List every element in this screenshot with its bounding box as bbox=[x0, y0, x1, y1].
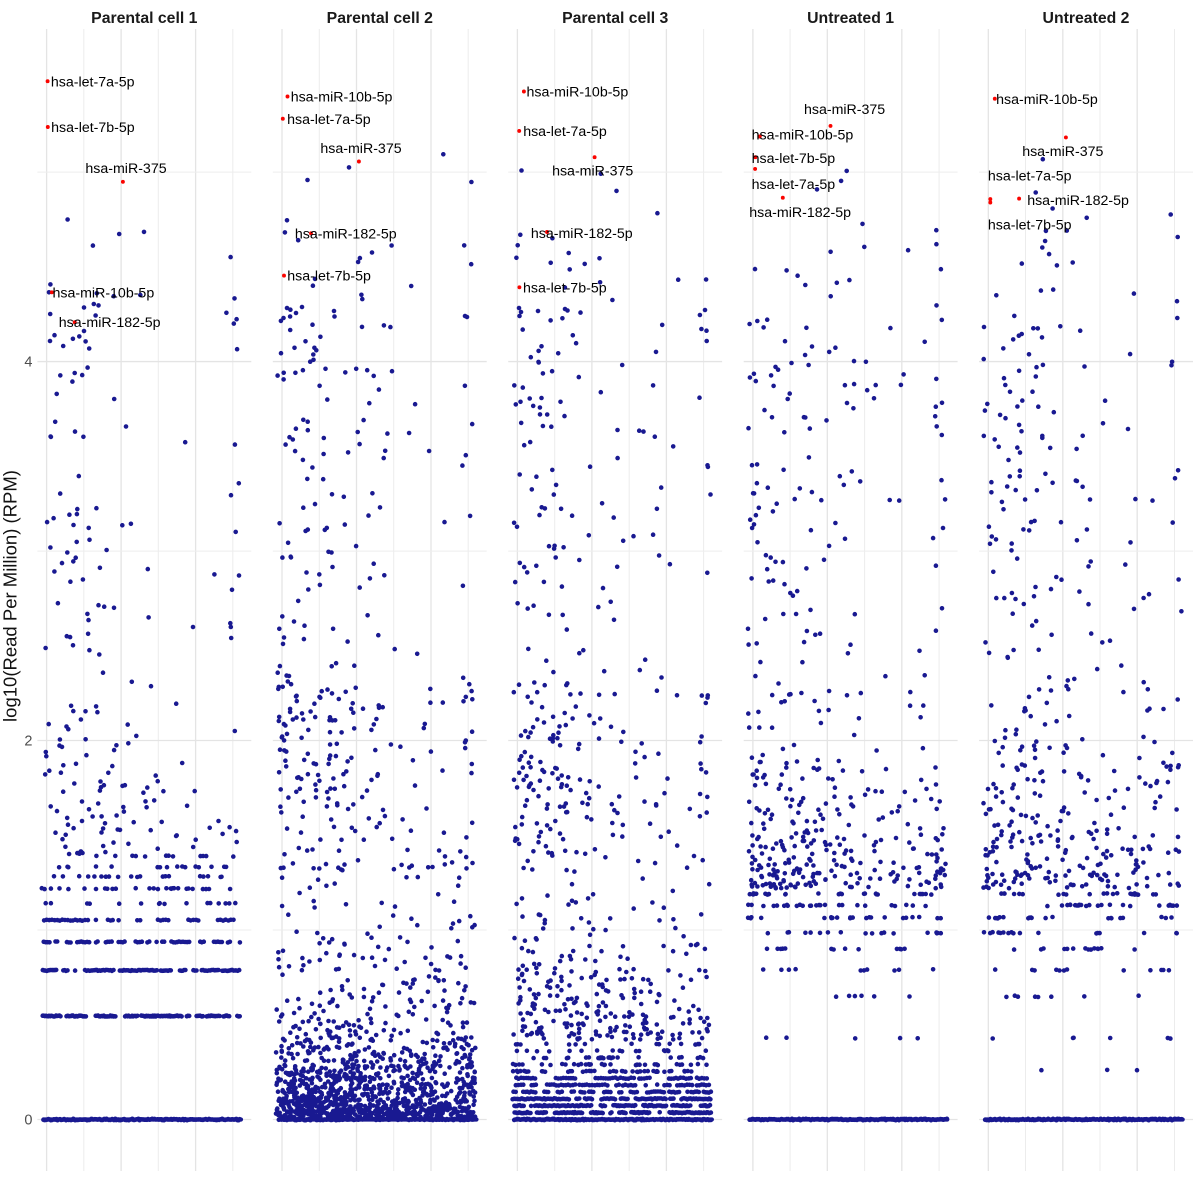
svg-text:hsa-let-7a-5p: hsa-let-7a-5p bbox=[51, 75, 135, 91]
svg-text:hsa-miR-10b-5p: hsa-miR-10b-5p bbox=[527, 85, 629, 101]
svg-text:hsa-miR-10b-5p: hsa-miR-10b-5p bbox=[53, 286, 155, 302]
svg-text:hsa-let-7b-5p: hsa-let-7b-5p bbox=[752, 151, 836, 167]
svg-text:Untreated 2: Untreated 2 bbox=[1043, 10, 1130, 27]
svg-text:hsa-miR-182-5p: hsa-miR-182-5p bbox=[749, 205, 851, 221]
svg-text:hsa-let-7a-5p: hsa-let-7a-5p bbox=[752, 177, 836, 193]
svg-text:2: 2 bbox=[24, 734, 32, 750]
svg-text:hsa-miR-182-5p: hsa-miR-182-5p bbox=[531, 226, 633, 242]
svg-text:hsa-miR-10b-5p: hsa-miR-10b-5p bbox=[996, 92, 1098, 108]
svg-text:hsa-let-7b-5p: hsa-let-7b-5p bbox=[287, 269, 371, 285]
svg-text:hsa-miR-10b-5p: hsa-miR-10b-5p bbox=[752, 127, 854, 143]
svg-text:4: 4 bbox=[24, 355, 32, 371]
svg-text:hsa-miR-182-5p: hsa-miR-182-5p bbox=[295, 226, 397, 242]
svg-text:0: 0 bbox=[24, 1113, 32, 1129]
svg-text:hsa-miR-182-5p: hsa-miR-182-5p bbox=[59, 315, 161, 331]
svg-text:Parental cell 2: Parental cell 2 bbox=[327, 10, 433, 27]
svg-text:hsa-miR-375: hsa-miR-375 bbox=[320, 141, 401, 157]
svg-text:Parental cell 1: Parental cell 1 bbox=[91, 10, 197, 27]
svg-text:hsa-miR-375: hsa-miR-375 bbox=[552, 163, 633, 179]
svg-text:hsa-miR-10b-5p: hsa-miR-10b-5p bbox=[291, 90, 393, 106]
svg-text:hsa-let-7b-5p: hsa-let-7b-5p bbox=[51, 120, 135, 136]
svg-text:Untreated 1: Untreated 1 bbox=[807, 10, 894, 27]
svg-text:log10(Read Per Million) (RPM): log10(Read Per Million) (RPM) bbox=[0, 470, 21, 722]
svg-text:hsa-let-7a-5p: hsa-let-7a-5p bbox=[523, 124, 607, 140]
svg-text:hsa-miR-375: hsa-miR-375 bbox=[1022, 144, 1103, 160]
svg-text:hsa-miR-375: hsa-miR-375 bbox=[85, 161, 166, 177]
svg-text:hsa-miR-375: hsa-miR-375 bbox=[804, 102, 885, 118]
svg-text:hsa-let-7a-5p: hsa-let-7a-5p bbox=[287, 112, 371, 128]
svg-text:hsa-let-7b-5p: hsa-let-7b-5p bbox=[988, 217, 1072, 233]
svg-text:Parental cell 3: Parental cell 3 bbox=[562, 10, 668, 27]
svg-text:hsa-let-7a-5p: hsa-let-7a-5p bbox=[988, 168, 1072, 184]
svg-text:hsa-let-7b-5p: hsa-let-7b-5p bbox=[523, 280, 607, 296]
svg-text:hsa-miR-182-5p: hsa-miR-182-5p bbox=[1027, 193, 1129, 209]
